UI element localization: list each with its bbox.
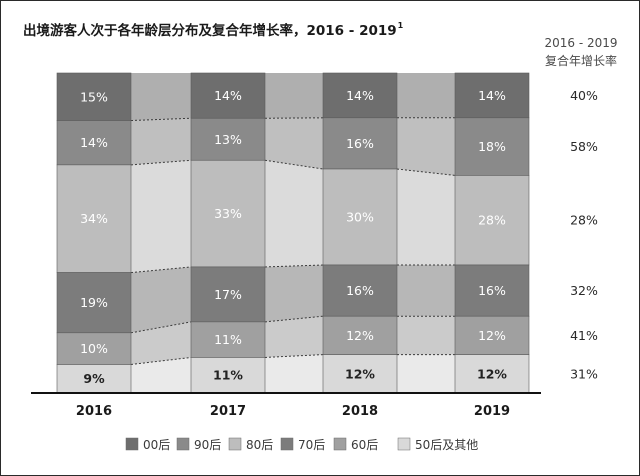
bar-label: 12% (477, 366, 507, 381)
bar-label: 11% (213, 368, 243, 383)
bar-segment-2018-80后 (322, 168, 398, 266)
connector-band-2017-00后 (265, 73, 323, 119)
bar-label: 18% (478, 139, 506, 154)
bar-label: 34% (80, 211, 108, 226)
legend-swatch-80后 (228, 437, 242, 451)
bar-label: 12% (346, 328, 374, 343)
connector-band-2016-60后 (131, 321, 191, 365)
cagr-header-years: 2016 - 2019 (544, 36, 617, 50)
connector-band-2018-60后 (397, 316, 455, 355)
bar-segment-2016-70后 (56, 272, 132, 334)
bar-segment-2019-00后 (454, 72, 530, 119)
connector-band-2016-90后 (131, 118, 191, 165)
bar-label: 14% (346, 88, 374, 103)
connector-band-2018-50后及其他 (397, 354, 455, 393)
cagr-value: 32% (570, 283, 598, 298)
bar-label: 16% (478, 283, 506, 298)
bar-segment-2019-50后及其他 (454, 354, 530, 394)
connector-band-2018-70后 (397, 265, 455, 317)
connector-band-2017-90后 (265, 117, 323, 169)
bar-label: 10% (80, 341, 108, 356)
bar-label: 19% (80, 295, 108, 310)
legend-swatch-00后 (125, 437, 139, 451)
x-tick-label: 2017 (210, 404, 246, 419)
bar-segment-2017-70后 (190, 266, 266, 323)
legend-label: 90后 (194, 438, 221, 452)
bar-label: 14% (214, 88, 242, 103)
bar-segment-2016-60后 (56, 332, 132, 365)
bar-segment-2016-00后 (56, 72, 132, 121)
connector-dash-line (396, 168, 456, 176)
cagr-header-label: 复合年增长率 (545, 53, 617, 68)
x-tick-label: 2016 (76, 404, 112, 419)
chart-title: 出境游客人次于各年龄层分布及复合年增长率，2016 - 2019 (23, 22, 397, 39)
x-tick-label: 2019 (474, 404, 510, 419)
bar-label: 28% (478, 213, 506, 228)
connector-dash-line (264, 264, 324, 268)
bar-segment-2019-90后 (454, 117, 530, 176)
bar-segment-2017-00后 (190, 72, 266, 119)
connector-band-2016-00后 (131, 73, 191, 121)
connector-band-2017-60后 (265, 316, 323, 358)
bar-segment-2017-50后及其他 (190, 357, 266, 394)
bar-segment-2019-60后 (454, 315, 530, 355)
cagr-value: 41% (570, 328, 598, 343)
bar-label: 14% (478, 88, 506, 103)
connector-band-2018-80后 (397, 169, 455, 265)
cagr-value: 58% (570, 139, 598, 154)
bar-label: 17% (214, 287, 242, 302)
connector-dash-line (264, 354, 324, 358)
bar-segment-2016-80后 (56, 164, 132, 273)
connector-band-2018-00后 (397, 73, 455, 118)
connector-band-2016-50后及其他 (131, 357, 191, 393)
bar-label: 12% (478, 328, 506, 343)
legend-swatch-90后 (176, 437, 190, 451)
x-tick-label: 2018 (342, 404, 378, 419)
legend-label: 50后及其他 (415, 438, 478, 452)
cagr-value: 31% (570, 366, 598, 381)
bar-segment-2017-60后 (190, 321, 266, 358)
legend-swatch-70后 (280, 437, 294, 451)
bar-label: 30% (346, 210, 374, 225)
bar-label: 33% (214, 206, 242, 221)
bar-segment-2019-80后 (454, 175, 530, 266)
legend-label: 70后 (298, 438, 325, 452)
cagr-value: 40% (570, 88, 598, 103)
connector-band-2016-80后 (131, 160, 191, 273)
bar-label: 15% (80, 89, 108, 104)
connector-band-2018-90后 (397, 117, 455, 176)
chart-title-superscript: 1 (398, 21, 404, 30)
connector-dash-line (264, 159, 324, 170)
connector-band-2017-80后 (265, 160, 323, 267)
bar-segment-2016-50后及其他 (56, 364, 132, 394)
bar-segment-2017-90后 (190, 117, 266, 161)
bar-segment-2016-90后 (56, 120, 132, 166)
bar-label: 9% (83, 371, 105, 386)
connector-dash-line (264, 315, 324, 323)
bar-segment-2017-80后 (190, 159, 266, 268)
legend-swatch-60后 (333, 437, 347, 451)
connector-band-2017-50后及其他 (265, 354, 323, 393)
cagr-value: 28% (570, 213, 598, 228)
bar-segment-2019-70后 (454, 264, 530, 317)
bar-label: 11% (214, 332, 242, 347)
legend-swatch-50后及其他 (397, 437, 411, 451)
connector-band-2016-70后 (131, 266, 191, 333)
bar-label: 16% (346, 136, 374, 151)
bar-label: 12% (345, 366, 375, 381)
bar-label: 14% (80, 135, 108, 150)
bar-segment-2018-70后 (322, 264, 398, 317)
legend-label: 80后 (246, 438, 273, 452)
legend-label: 00后 (143, 438, 170, 452)
connector-band-2017-70后 (265, 265, 323, 322)
legend-label: 60后 (351, 438, 378, 452)
bar-label: 16% (346, 283, 374, 298)
bar-label: 13% (214, 132, 242, 147)
